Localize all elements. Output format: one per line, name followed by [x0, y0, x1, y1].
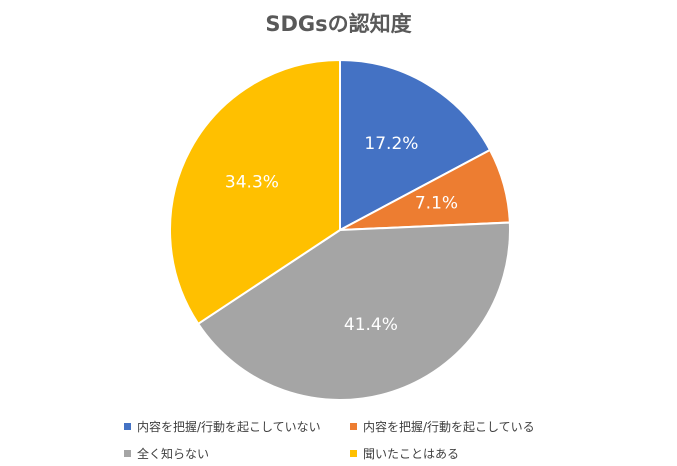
- pie-slice-3: [169, 58, 341, 326]
- legend-label-2: 全く知らない: [137, 447, 210, 461]
- slice-label-3: 34.3%: [225, 173, 279, 193]
- pie-slice-0: [339, 58, 492, 232]
- legend-swatch-1: [350, 423, 357, 430]
- legend: 内容を把握/行動を起こしていない 内容を把握/行動を起こしている 全く知らない …: [124, 418, 584, 462]
- slice-label-0: 17.2%: [364, 134, 418, 154]
- pie-chart: 17.2% 7.1% 41.4% 34.3%: [169, 58, 511, 401]
- legend-item-1: 内容を把握/行動を起こしている: [350, 418, 584, 435]
- legend-swatch-2: [124, 450, 131, 457]
- legend-label-3: 聞いたことはある: [363, 447, 460, 461]
- legend-item-3: 聞いたことはある: [350, 445, 584, 462]
- chart-title: SDGsの認知度: [265, 12, 412, 36]
- legend-item-2: 全く知らない: [124, 445, 350, 462]
- legend-label-0: 内容を把握/行動を起こしていない: [137, 420, 321, 434]
- legend-item-0: 内容を把握/行動を起こしていない: [124, 418, 350, 435]
- legend-swatch-0: [124, 423, 131, 430]
- legend-label-1: 内容を把握/行動を起こしている: [363, 420, 535, 434]
- pie-slice-2: [196, 221, 511, 401]
- slice-label-1: 7.1%: [415, 194, 458, 214]
- slice-label-2: 41.4%: [344, 315, 398, 335]
- legend-swatch-3: [350, 450, 357, 457]
